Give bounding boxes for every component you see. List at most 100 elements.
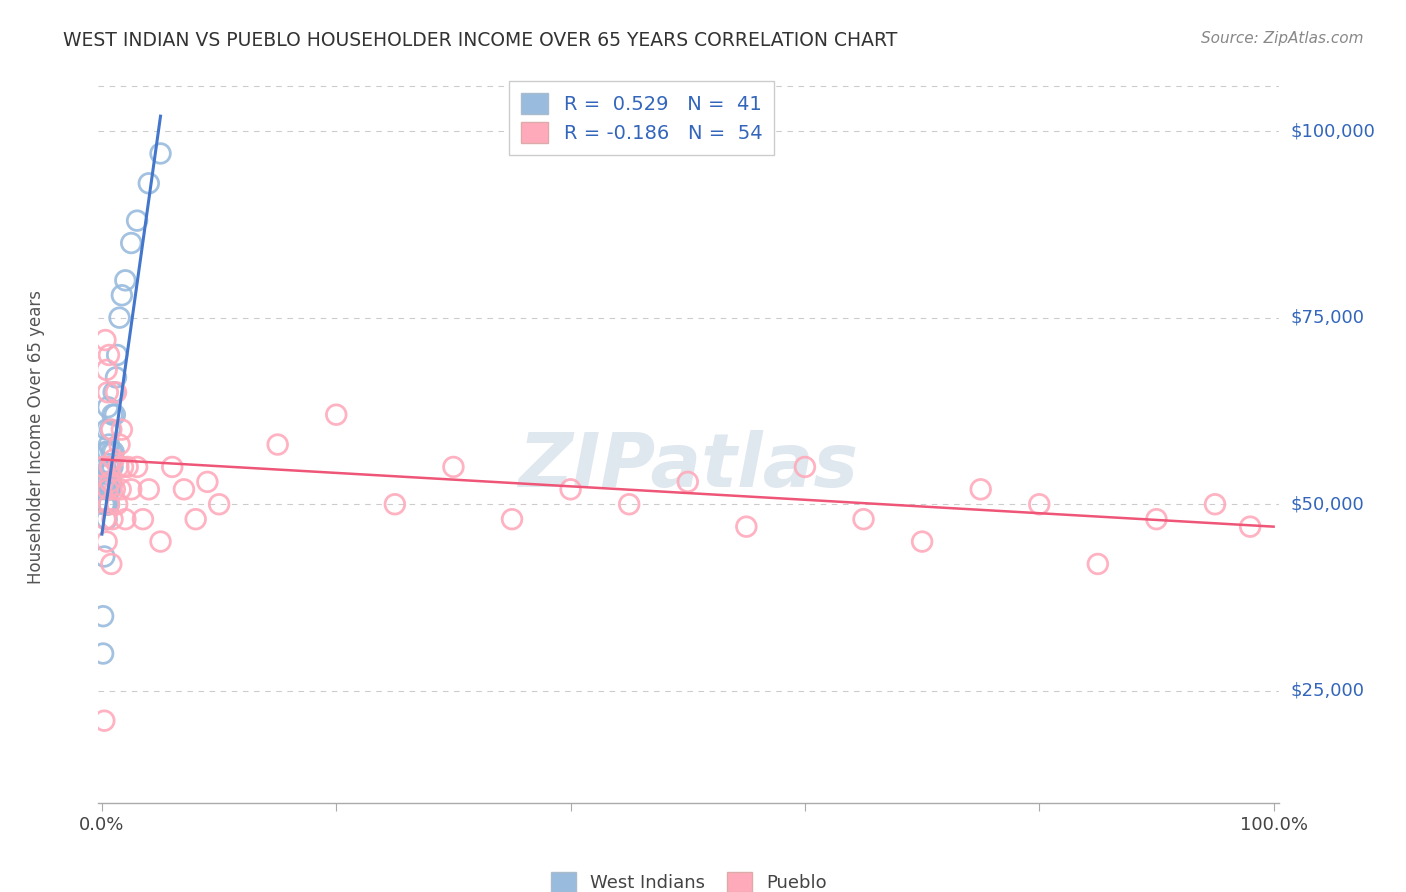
Point bbox=[105, 385, 128, 400]
Point bbox=[138, 177, 160, 191]
Point bbox=[105, 497, 128, 511]
Point bbox=[501, 512, 523, 526]
Point bbox=[208, 497, 231, 511]
Point bbox=[138, 483, 160, 497]
Point bbox=[91, 459, 114, 474]
Point bbox=[98, 459, 121, 474]
Point bbox=[97, 497, 120, 511]
Point bbox=[93, 475, 115, 489]
Point bbox=[1146, 512, 1168, 526]
Point bbox=[101, 512, 124, 526]
Point bbox=[149, 146, 172, 161]
Point bbox=[96, 497, 118, 511]
Point bbox=[114, 273, 136, 287]
Point bbox=[560, 483, 582, 497]
Point bbox=[91, 647, 114, 661]
Point bbox=[98, 459, 121, 474]
Text: $25,000: $25,000 bbox=[1291, 681, 1365, 700]
Point bbox=[97, 483, 120, 497]
Point bbox=[149, 534, 172, 549]
Text: ZIPatlas: ZIPatlas bbox=[519, 430, 859, 503]
Point bbox=[97, 401, 120, 415]
Point bbox=[108, 310, 131, 325]
Point bbox=[98, 475, 121, 489]
Point bbox=[107, 459, 129, 474]
Point bbox=[104, 408, 127, 422]
Point bbox=[970, 483, 993, 497]
Point bbox=[162, 459, 184, 474]
Point bbox=[98, 348, 121, 362]
Point bbox=[100, 445, 122, 459]
Point bbox=[132, 512, 155, 526]
Point bbox=[1087, 557, 1109, 571]
Point bbox=[120, 483, 142, 497]
Point bbox=[98, 483, 121, 497]
Point bbox=[103, 445, 125, 459]
Point bbox=[111, 423, 134, 437]
Point bbox=[96, 475, 118, 489]
Point bbox=[100, 557, 122, 571]
Point bbox=[173, 483, 195, 497]
Point bbox=[619, 497, 641, 511]
Point bbox=[91, 609, 114, 624]
Point bbox=[96, 512, 118, 526]
Point bbox=[97, 385, 120, 400]
Point bbox=[676, 475, 699, 489]
Text: $75,000: $75,000 bbox=[1291, 309, 1365, 326]
Point bbox=[97, 483, 120, 497]
Point bbox=[108, 437, 131, 451]
Point bbox=[93, 714, 115, 728]
Point bbox=[184, 512, 207, 526]
Point bbox=[98, 497, 121, 511]
Point bbox=[94, 497, 117, 511]
Point bbox=[384, 497, 406, 511]
Point bbox=[94, 333, 117, 347]
Point bbox=[96, 363, 118, 377]
Point bbox=[127, 213, 149, 227]
Point bbox=[114, 512, 136, 526]
Point bbox=[93, 497, 115, 511]
Text: $100,000: $100,000 bbox=[1291, 122, 1375, 140]
Point bbox=[96, 534, 118, 549]
Point bbox=[103, 452, 125, 467]
Point bbox=[103, 385, 125, 400]
Point bbox=[1028, 497, 1050, 511]
Point bbox=[117, 459, 139, 474]
Text: Source: ZipAtlas.com: Source: ZipAtlas.com bbox=[1201, 31, 1364, 46]
Point bbox=[1239, 519, 1261, 533]
Point bbox=[110, 483, 132, 497]
Point bbox=[325, 408, 347, 422]
Point bbox=[97, 467, 120, 482]
Point bbox=[267, 437, 290, 451]
Point bbox=[94, 459, 117, 474]
Point bbox=[127, 459, 149, 474]
Point bbox=[794, 459, 817, 474]
Point bbox=[97, 445, 120, 459]
Point bbox=[94, 483, 117, 497]
Point bbox=[852, 512, 875, 526]
Text: WEST INDIAN VS PUEBLO HOUSEHOLDER INCOME OVER 65 YEARS CORRELATION CHART: WEST INDIAN VS PUEBLO HOUSEHOLDER INCOME… bbox=[63, 31, 897, 50]
Point bbox=[105, 370, 128, 384]
Point bbox=[112, 459, 135, 474]
Point bbox=[98, 423, 121, 437]
Point bbox=[120, 235, 142, 250]
Point bbox=[94, 445, 117, 459]
Point bbox=[98, 459, 121, 474]
Text: $50,000: $50,000 bbox=[1291, 495, 1364, 513]
Point bbox=[911, 534, 934, 549]
Point bbox=[443, 459, 465, 474]
Point bbox=[101, 408, 124, 422]
Point bbox=[93, 549, 115, 564]
Point bbox=[100, 423, 122, 437]
Legend: West Indians, Pueblo: West Indians, Pueblo bbox=[541, 863, 837, 892]
Point bbox=[98, 497, 121, 511]
Point bbox=[94, 512, 117, 526]
Point bbox=[111, 288, 134, 302]
Point bbox=[98, 437, 121, 451]
Point bbox=[96, 423, 118, 437]
Point bbox=[735, 519, 758, 533]
Point bbox=[101, 459, 124, 474]
Point bbox=[1204, 497, 1226, 511]
Point bbox=[100, 475, 122, 489]
Point bbox=[105, 348, 128, 362]
